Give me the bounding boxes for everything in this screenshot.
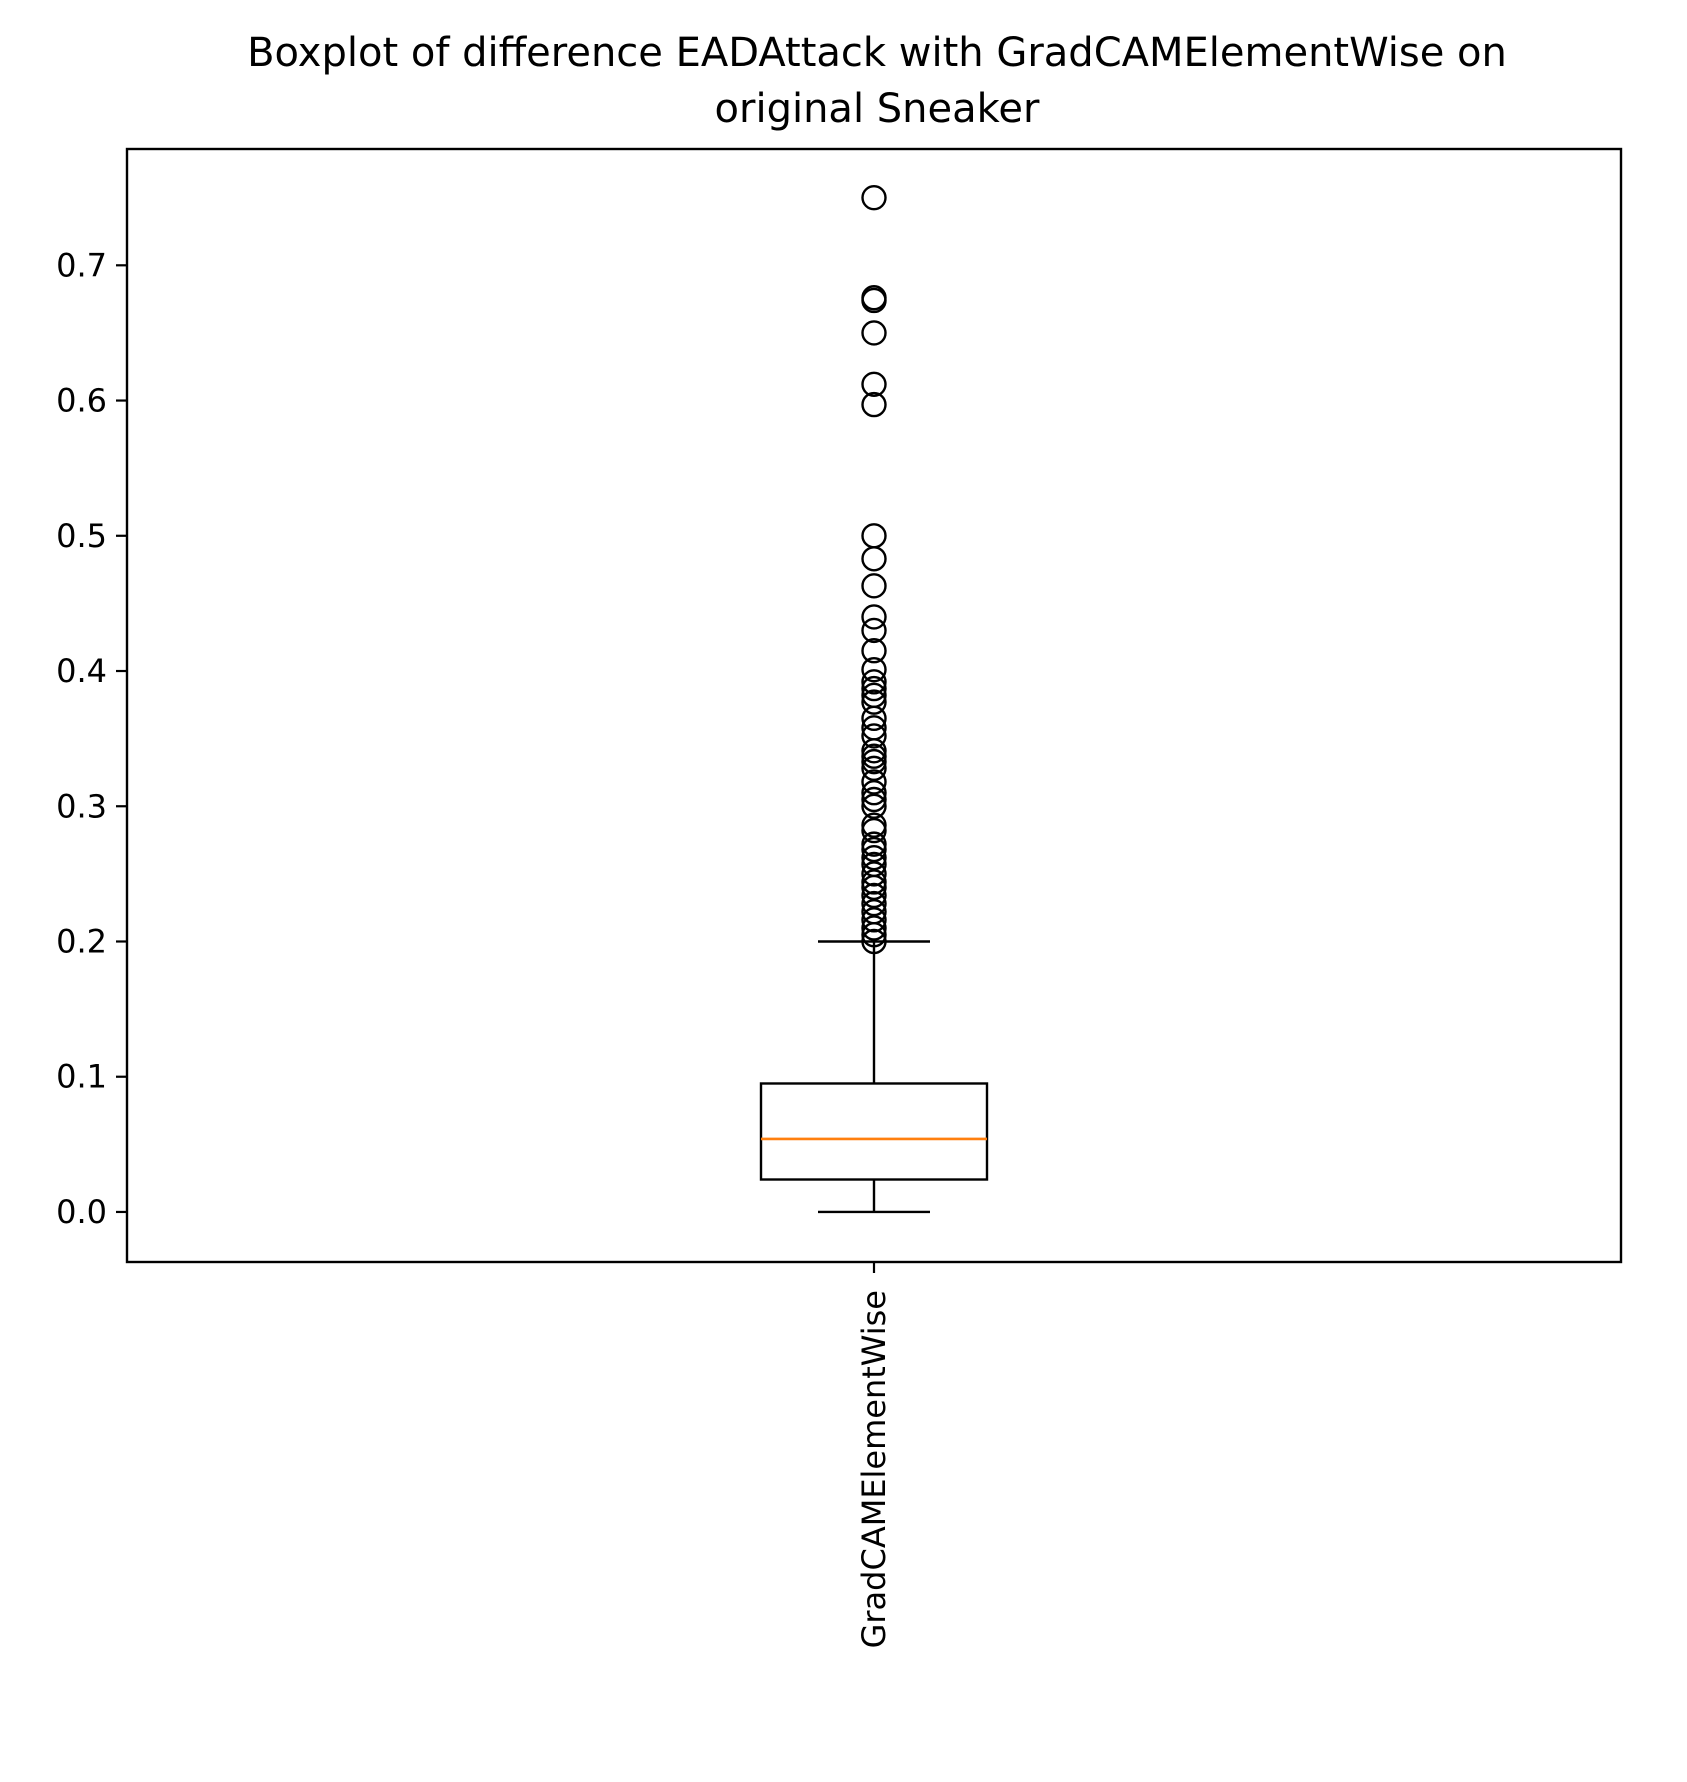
y-tick-label: 0.0 bbox=[56, 1193, 107, 1231]
outlier-point bbox=[861, 320, 887, 346]
outlier-point bbox=[861, 604, 887, 630]
y-tick-label: 0.5 bbox=[56, 517, 107, 555]
outlier-point bbox=[861, 638, 887, 664]
x-tick-label: GradCAMElementWise bbox=[855, 1290, 893, 1648]
outlier-point bbox=[861, 184, 887, 211]
outlier-point bbox=[861, 371, 887, 398]
outlier-point bbox=[861, 874, 887, 901]
outlier-point bbox=[861, 391, 887, 418]
outlier-point bbox=[861, 738, 887, 764]
y-tick-label: 0.3 bbox=[56, 787, 107, 825]
outlier-point bbox=[861, 656, 887, 683]
outlier-point bbox=[861, 769, 887, 795]
plot-frame bbox=[125, 147, 1623, 1264]
box-iqr bbox=[759, 1082, 989, 1181]
chart-title-line-2: original Sneaker bbox=[715, 86, 1040, 132]
outlier-point bbox=[861, 869, 887, 895]
outlier-point bbox=[861, 844, 887, 871]
outlier-point bbox=[861, 748, 887, 775]
outlier-point bbox=[861, 705, 887, 732]
y-tick-label: 0.1 bbox=[56, 1058, 107, 1096]
chart-title-line-1: Boxplot of difference EADAttack with Gra… bbox=[247, 30, 1507, 76]
outlier-point bbox=[861, 907, 887, 933]
outlier-point bbox=[861, 812, 887, 838]
outlier-point bbox=[861, 836, 887, 863]
outlier-point bbox=[861, 675, 887, 702]
outlier-point bbox=[861, 793, 887, 819]
y-tick-label: 0.7 bbox=[56, 246, 107, 284]
outlier-point bbox=[861, 831, 887, 857]
outlier-point bbox=[861, 743, 887, 769]
x-axis: GradCAMElementWise bbox=[855, 1262, 893, 1648]
outlier-point bbox=[861, 546, 887, 572]
outlier-point bbox=[861, 723, 887, 749]
outlier-point bbox=[861, 755, 887, 782]
outlier-point bbox=[861, 786, 887, 813]
outlier-point bbox=[861, 573, 887, 599]
y-tick-label: 0.4 bbox=[56, 652, 107, 690]
outlier-point bbox=[861, 928, 887, 955]
outlier-point bbox=[861, 617, 887, 644]
y-axis: 0.0 0.1 0.2 0.3 0.4 0.5 0.6 0.7 bbox=[56, 246, 127, 1231]
outlier-point bbox=[861, 689, 887, 715]
outlier-point bbox=[861, 861, 887, 887]
box-plot-elements bbox=[759, 184, 989, 1214]
outlier-point bbox=[861, 669, 887, 695]
outlier-point bbox=[861, 882, 887, 909]
outlier-point bbox=[861, 287, 887, 314]
outlier-point bbox=[861, 817, 887, 844]
outlier-point bbox=[861, 890, 887, 917]
y-tick-label: 0.2 bbox=[56, 922, 107, 960]
outlier-point bbox=[861, 915, 887, 941]
outlier-point bbox=[861, 780, 887, 806]
y-tick-label: 0.6 bbox=[56, 382, 107, 420]
outlier-point bbox=[861, 922, 887, 948]
